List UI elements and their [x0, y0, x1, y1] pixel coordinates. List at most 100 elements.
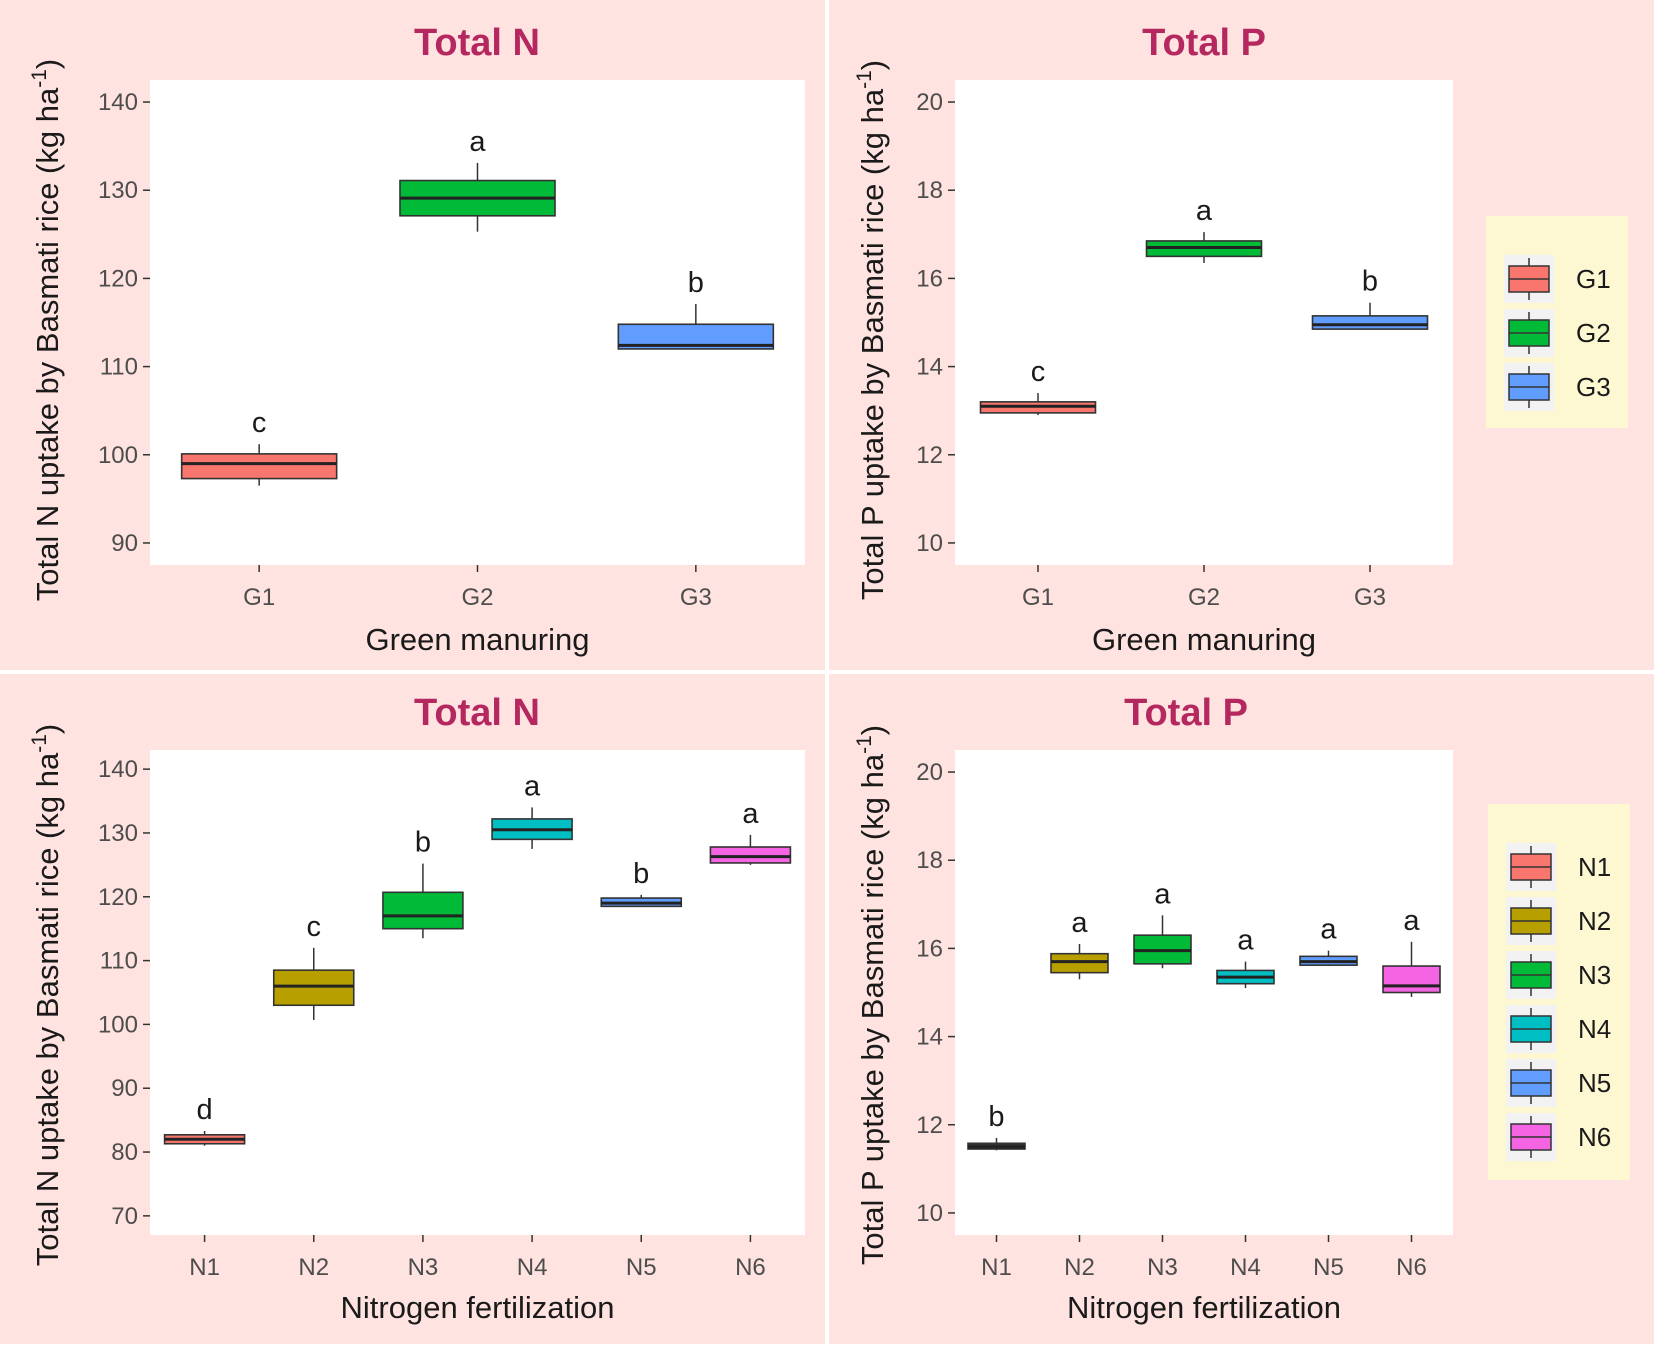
x-tick-label: N3	[408, 1254, 439, 1281]
y-tick-label: 120	[98, 265, 138, 292]
y-tick-label: 90	[111, 1075, 138, 1102]
legend-key-N1	[1506, 843, 1556, 891]
panel-4: Total P 10 12 14 16 18 20 N1 N2 N3 N4 N5 N6 Nitrogen …	[829, 674, 1654, 1344]
legend-key-G1	[1504, 255, 1554, 303]
significance-letter: b	[688, 267, 704, 299]
y-tick-label: 100	[98, 1011, 138, 1038]
significance-letter: c	[1031, 356, 1046, 388]
box-N3: a	[1133, 878, 1192, 969]
legend: G1 G2 G3	[1486, 216, 1628, 428]
y-tick-label: 16	[916, 265, 943, 292]
box-G1: c	[180, 407, 338, 486]
y-tick-label: 130	[98, 820, 138, 847]
x-tick-label: G3	[680, 584, 712, 611]
y-tick-label: 90	[111, 530, 138, 557]
box-N5: a	[1299, 914, 1358, 967]
significance-letter: a	[1154, 878, 1171, 910]
y-tick-label: 110	[100, 354, 138, 381]
plot-area	[150, 750, 805, 1235]
y-tick-label: 10	[916, 530, 943, 557]
y-tick-label: 20	[916, 89, 943, 116]
plot-area	[955, 750, 1453, 1235]
box-body	[272, 969, 355, 1007]
y-tick-label: 12	[916, 442, 943, 469]
y-tick-label: 18	[916, 847, 943, 874]
x-tick-label: N4	[1230, 1254, 1261, 1281]
box-N6: a	[1382, 905, 1441, 997]
box-G3: b	[1311, 266, 1429, 330]
chart-title: Total P	[1142, 22, 1266, 64]
legend-label: G1	[1576, 264, 1611, 294]
significance-letter: b	[633, 858, 649, 890]
significance-letter: a	[1320, 914, 1337, 946]
box-body	[709, 846, 792, 864]
significance-letter: a	[1403, 905, 1420, 937]
x-tick-label: N4	[517, 1254, 548, 1281]
x-axis-label: Nitrogen fertilization	[341, 1290, 615, 1325]
box-N1: b	[967, 1101, 1026, 1151]
x-tick-label: G1	[243, 584, 275, 611]
y-tick-label: 20	[916, 759, 943, 786]
significance-letter: a	[1237, 925, 1254, 957]
legend-label: G3	[1576, 372, 1611, 402]
legend-label: N3	[1578, 960, 1611, 990]
significance-letter: a	[1196, 195, 1213, 227]
box-N2: c	[272, 911, 355, 1020]
x-tick-label: N1	[189, 1254, 220, 1281]
box-N4: a	[1216, 925, 1275, 989]
x-tick-label: N6	[1396, 1254, 1427, 1281]
significance-letter: a	[742, 798, 759, 830]
box-N5: b	[600, 858, 683, 908]
significance-letter: c	[307, 911, 322, 943]
legend-key-N5	[1506, 1059, 1556, 1107]
y-tick-label: 110	[100, 948, 138, 975]
panel-3: Total N 70 80 90 100 110 120 130 140 N1 N2 N3 N4 N5 N6…	[0, 674, 825, 1344]
y-axis-label: Total N uptake by Basmati rice (kg ha-1)	[28, 59, 65, 601]
legend-label: N6	[1578, 1122, 1611, 1152]
legend-label: N1	[1578, 852, 1611, 882]
box-G2: a	[399, 126, 556, 232]
legend-key-N2	[1506, 897, 1556, 945]
legend-key-G2	[1504, 309, 1554, 357]
x-tick-label: N2	[298, 1254, 329, 1281]
x-tick-label: N2	[1064, 1254, 1095, 1281]
x-tick-label: G2	[1188, 584, 1220, 611]
y-axis-label: Total P uptake by Basmati rice (kg ha-1)	[853, 60, 890, 600]
x-tick-label: N3	[1147, 1254, 1178, 1281]
box-N3: b	[382, 827, 464, 939]
y-axis-label: Total N uptake by Basmati rice (kg ha-1)	[28, 724, 65, 1266]
y-tick-label: 80	[111, 1139, 138, 1166]
legend-key-N6	[1506, 1113, 1556, 1161]
y-tick-label: 18	[916, 177, 943, 204]
box-body	[382, 891, 464, 930]
panel-1: Total N 90 100 110 120 130 140 G1 G2 G3 Green manu…	[0, 0, 825, 670]
x-tick-label: N6	[735, 1254, 766, 1281]
legend-label: N5	[1578, 1068, 1611, 1098]
box-body	[1382, 965, 1441, 994]
box-N4: a	[491, 770, 573, 849]
x-tick-label: N1	[981, 1254, 1012, 1281]
y-tick-label: 12	[916, 1112, 943, 1139]
legend-label: G2	[1576, 318, 1611, 348]
significance-letter: c	[252, 407, 267, 439]
chart-title: Total N	[414, 22, 540, 64]
box-G2: a	[1145, 195, 1263, 263]
legend-key-N3	[1506, 951, 1556, 999]
x-axis-label: Nitrogen fertilization	[1067, 1290, 1341, 1325]
box-G3: b	[617, 267, 775, 350]
significance-letter: d	[197, 1094, 213, 1126]
x-axis-label: Green manuring	[365, 622, 589, 657]
panel-2: Total P 10 12 14 16 18 20 G1 G2 G3 Green manuring T…	[829, 0, 1654, 670]
y-tick-label: 140	[98, 756, 138, 783]
y-tick-label: 130	[98, 177, 138, 204]
x-tick-label: G1	[1022, 584, 1054, 611]
significance-letter: b	[415, 827, 431, 859]
box-body	[1050, 952, 1109, 974]
legend-key-G3	[1504, 363, 1554, 411]
y-tick-label: 120	[98, 884, 138, 911]
y-tick-label: 70	[111, 1203, 138, 1230]
box-N2: a	[1050, 907, 1109, 980]
significance-letter: b	[1362, 266, 1378, 298]
x-tick-label: N5	[1313, 1254, 1344, 1281]
